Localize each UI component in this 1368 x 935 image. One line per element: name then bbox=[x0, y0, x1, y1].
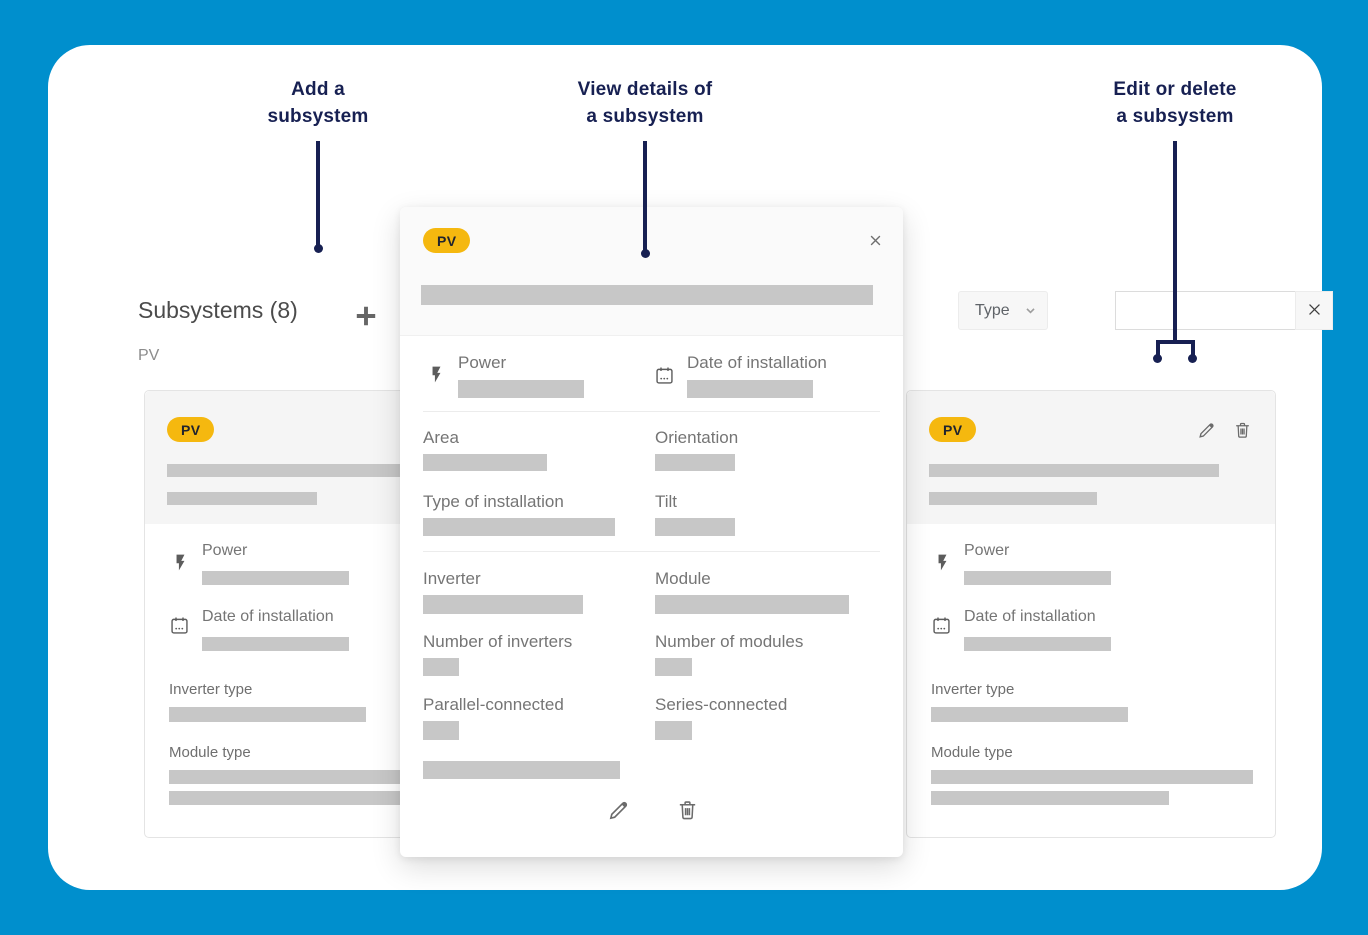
annotation-dot bbox=[1153, 354, 1162, 363]
divider bbox=[423, 551, 880, 552]
annotation-line bbox=[316, 141, 320, 246]
parallel-connected-label: Parallel-connected bbox=[423, 695, 564, 714]
number-of-inverters-label: Number of inverters bbox=[423, 632, 573, 651]
annotation-line bbox=[1173, 141, 1177, 342]
placeholder-bar bbox=[423, 658, 459, 676]
placeholder-bar bbox=[964, 571, 1111, 585]
orientation-label: Orientation bbox=[655, 428, 739, 447]
plus-icon bbox=[353, 306, 379, 332]
annotation-add-subsystem: Add a subsystem bbox=[267, 79, 369, 127]
modal-header bbox=[400, 207, 903, 336]
calendar-icon bbox=[169, 615, 190, 636]
area-label: Area bbox=[423, 428, 459, 447]
clear-x-icon bbox=[1306, 301, 1323, 321]
power-label: Power bbox=[202, 542, 248, 559]
placeholder-bar bbox=[169, 791, 407, 805]
module-label: Module bbox=[655, 569, 711, 588]
inverter-type-label: Inverter type bbox=[931, 681, 1015, 698]
power-label: Power bbox=[964, 542, 1010, 559]
type-of-installation-label: Type of installation bbox=[423, 492, 564, 511]
placeholder-bar bbox=[929, 464, 1219, 477]
search-input[interactable] bbox=[1116, 292, 1295, 329]
annotation-edit-delete: Edit or delete a subsystem bbox=[1113, 79, 1237, 127]
power-bolt-icon bbox=[427, 363, 446, 386]
subsystem-type-badge: PV bbox=[929, 417, 977, 442]
divider bbox=[423, 411, 880, 412]
date-of-installation-label: Date of installation bbox=[687, 353, 827, 372]
add-subsystem-button[interactable] bbox=[353, 303, 379, 329]
placeholder-bar bbox=[931, 770, 1253, 784]
annotation-line bbox=[1191, 340, 1195, 356]
placeholder-bar bbox=[423, 761, 620, 779]
search-box bbox=[1115, 291, 1296, 330]
placeholder-bar bbox=[167, 492, 317, 505]
power-label: Power bbox=[458, 353, 507, 372]
annotation-view-details: View details of a subsystem bbox=[577, 79, 713, 127]
power-bolt-icon bbox=[933, 552, 952, 573]
placeholder-bar bbox=[167, 464, 435, 477]
placeholder-bar bbox=[202, 571, 349, 585]
placeholder-bar bbox=[202, 637, 349, 651]
placeholder-bar bbox=[931, 707, 1128, 722]
chevron-down-icon bbox=[1024, 304, 1037, 317]
subsystem-type-badge: PV bbox=[167, 417, 215, 442]
inverter-type-label: Inverter type bbox=[169, 681, 253, 698]
calendar-icon bbox=[931, 615, 952, 636]
annotation-dot bbox=[1188, 354, 1197, 363]
series-connected-label: Series-connected bbox=[655, 695, 788, 714]
placeholder-bar bbox=[687, 380, 813, 398]
delete-trash-icon[interactable] bbox=[676, 799, 699, 822]
tilt-label: Tilt bbox=[655, 492, 678, 511]
search-clear-button[interactable] bbox=[1295, 291, 1333, 330]
annotation-line bbox=[643, 141, 647, 250]
placeholder-bar bbox=[964, 637, 1111, 651]
placeholder-bar bbox=[655, 658, 692, 676]
placeholder-bar bbox=[423, 721, 459, 740]
annotation-dot bbox=[314, 244, 323, 253]
subsystem-card[interactable]: PV Power Date of installation Inverter t… bbox=[906, 390, 1276, 838]
subsystem-type-badge: PV bbox=[423, 228, 471, 253]
type-filter-dropdown[interactable]: Type bbox=[958, 291, 1048, 330]
edit-pencil-icon[interactable] bbox=[607, 799, 630, 822]
edit-pencil-icon[interactable] bbox=[1197, 421, 1216, 440]
placeholder-bar bbox=[929, 492, 1097, 505]
placeholder-bar bbox=[655, 721, 692, 740]
calendar-icon bbox=[654, 365, 675, 386]
delete-trash-icon[interactable] bbox=[1233, 421, 1252, 440]
placeholder-bar bbox=[655, 518, 735, 536]
number-of-modules-label: Number of modules bbox=[655, 632, 804, 651]
subsystem-group-label: PV bbox=[138, 347, 160, 364]
date-of-installation-label: Date of installation bbox=[964, 608, 1096, 625]
placeholder-bar bbox=[169, 707, 366, 722]
placeholder-bar bbox=[423, 595, 583, 614]
close-icon[interactable] bbox=[868, 233, 883, 248]
subsystem-detail-modal: PV Power Date of installation Area Orien… bbox=[400, 207, 903, 857]
annotation-line bbox=[1156, 340, 1160, 356]
date-of-installation-label: Date of installation bbox=[202, 608, 334, 625]
annotation-line bbox=[1156, 340, 1195, 344]
module-type-label: Module type bbox=[169, 744, 251, 761]
placeholder-bar bbox=[655, 454, 735, 471]
placeholder-bar bbox=[421, 285, 873, 305]
power-bolt-icon bbox=[171, 552, 190, 573]
type-filter-label: Type bbox=[975, 301, 1010, 319]
annotation-dot bbox=[641, 249, 650, 258]
placeholder-bar bbox=[423, 518, 615, 536]
placeholder-bar bbox=[655, 595, 849, 614]
placeholder-bar bbox=[423, 454, 547, 471]
module-type-label: Module type bbox=[931, 744, 1013, 761]
placeholder-bar bbox=[458, 380, 584, 398]
page-title: Subsystems (8) bbox=[138, 297, 298, 323]
inverter-label: Inverter bbox=[423, 569, 481, 588]
placeholder-bar bbox=[931, 791, 1169, 805]
